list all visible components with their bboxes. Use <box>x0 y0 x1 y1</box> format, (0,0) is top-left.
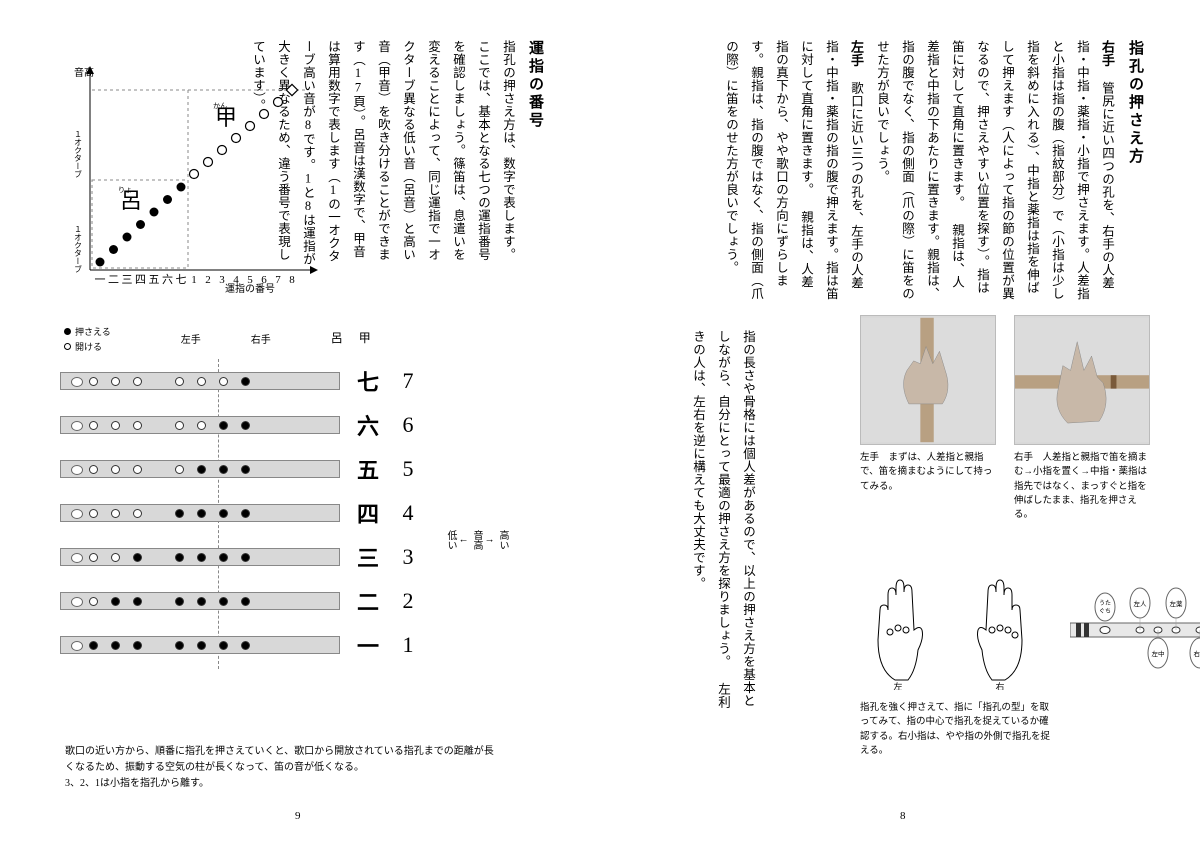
legend-closed: 押さえる <box>64 325 111 338</box>
fingering-chart: 押さえる 開ける 左手 右手 呂 甲 七7六6五5四4三3二2一1 高い ↑ 音… <box>60 325 500 725</box>
fingering-row: 二2 <box>60 579 500 623</box>
svg-text:ぐち: ぐち <box>1099 608 1111 615</box>
svg-text:音高: 音高 <box>74 66 94 79</box>
svg-text:１オクターブ: １オクターブ <box>74 225 83 273</box>
svg-text:一: 一 <box>95 274 106 286</box>
fingering-row: 四4 <box>60 491 500 535</box>
photo-left-block: 左手 まずは、人差指と親指で、笛を摘まむようにして持ってみる。 <box>860 315 996 535</box>
svg-text:6: 6 <box>261 274 267 286</box>
svg-text:四: 四 <box>135 274 146 286</box>
svg-text:左中: 左中 <box>1152 649 1165 658</box>
fingering-row: 六6 <box>60 403 500 447</box>
photo-right-block: 右手 人差指と親指で笛を摘まむ→小指を置く→中指・薬指は指先ではなく、まっすぐと… <box>1014 315 1150 535</box>
col-kan: 甲 <box>359 329 371 355</box>
flute-finger-diagram: うたぐち左人左中左薬右人右中右薬右小 <box>1070 575 1200 685</box>
svg-text:2: 2 <box>205 274 211 286</box>
svg-text:うた: うた <box>1099 600 1111 607</box>
section-title: 指孔の押さえ方 <box>1127 40 1143 166</box>
hand-right-label: 右 <box>995 681 1004 690</box>
hands-diagram-block: 左 右 指孔を強く押さえて、指に「指孔の型」を取ってみて、指の中心で指孔を捉えて… <box>860 540 1050 758</box>
section-title-fingering: 運指の番号 <box>527 40 543 130</box>
pitch-chart: 音高 運指の番号 １オクターブ １オクターブ 呂 りょ 甲 かん 一二三四五六七… <box>60 60 320 305</box>
fingering-row: 一1 <box>60 623 500 667</box>
legend-open: 開ける <box>64 340 111 353</box>
hand-left-label: 左 <box>893 681 902 690</box>
hands-caption: 指孔を強く押さえて、指に「指孔の型」を取ってみて、指の中心で指孔を捉えているか確… <box>860 701 1050 758</box>
svg-text:左人: 左人 <box>1134 599 1148 608</box>
svg-text:六: 六 <box>162 273 173 286</box>
subhead-right-hand: 右手 <box>1100 40 1115 67</box>
svg-text:１オクターブ: １オクターブ <box>74 130 83 178</box>
svg-text:3: 3 <box>219 274 225 286</box>
hands-svg: 左 右 <box>860 540 1050 690</box>
page-number-9: 9 <box>295 810 301 822</box>
svg-text:かん: かん <box>213 102 227 110</box>
svg-text:5: 5 <box>247 274 253 286</box>
fingering-row: 七7 <box>60 359 500 403</box>
svg-text:七: 七 <box>176 273 187 286</box>
caption-right: 右手 人差指と親指で笛を摘まむ→小指を置く→中指・薬指は指先ではなく、まっすぐと… <box>1014 451 1150 522</box>
header-left-hand: 左手 <box>181 331 201 355</box>
subhead-left-hand: 左手 <box>849 40 864 67</box>
page-number-8: 8 <box>900 810 906 822</box>
svg-text:1: 1 <box>191 274 197 286</box>
photo-right-hand <box>1014 315 1150 445</box>
caption-left: 左手 まずは、人差指と親指で、笛を摘まむようにして持ってみる。 <box>860 451 996 494</box>
right-page-secondary-text: 指の長さや骨格には個人差があるので、以上の押さえ方を基本としながら、自分にとって… <box>580 330 760 710</box>
svg-text:7: 7 <box>275 274 281 286</box>
svg-text:右人: 右人 <box>1194 649 1200 658</box>
svg-text:8: 8 <box>289 274 295 286</box>
svg-text:五: 五 <box>149 274 160 286</box>
col-ryo: 呂 <box>331 329 343 355</box>
page-8: 指孔の押さえ方 右手 管尻に近い四つの孔を、右手の人差指・中指・薬指・小指で押さ… <box>600 0 1200 847</box>
header-right-hand: 右手 <box>251 331 271 355</box>
svg-text:4: 4 <box>233 274 239 286</box>
para-r3: 指の長さや骨格には個人差があるので、以上の押さえ方を基本としながら、自分にとって… <box>716 330 755 707</box>
right-page-main-text: 指孔の押さえ方 右手 管尻に近い四つの孔を、右手の人差指・中指・薬指・小指で押さ… <box>718 40 1150 300</box>
para-r1: 管尻に近い四つの孔を、右手の人差指・中指・薬指・小指で押さえます。人差指と小指は… <box>950 40 1114 300</box>
svg-text:二: 二 <box>108 274 119 286</box>
fingering-row: 三3 <box>60 535 500 579</box>
pitch-arrow: 高い ↑ 音高 ↓ 低い <box>480 385 510 695</box>
photo-left-hand <box>860 315 996 445</box>
photo-row: 左手 まずは、人差指と親指で、笛を摘まむようにして持ってみる。 右手 人差指と親… <box>860 315 1150 535</box>
svg-text:左薬: 左薬 <box>1170 599 1184 608</box>
fingering-row: 五5 <box>60 447 500 491</box>
svg-text:三: 三 <box>122 274 133 286</box>
svg-text:りょ: りょ <box>118 186 132 194</box>
page-9: 運指の番号 指孔の押さえ方は、数字で表します。ここでは、基本となる七つの運指番号… <box>0 0 600 847</box>
left-footnote: 歌口の近い方から、順番に指孔を押さえていくと、歌口から開放されている指孔までの距… <box>65 744 495 792</box>
